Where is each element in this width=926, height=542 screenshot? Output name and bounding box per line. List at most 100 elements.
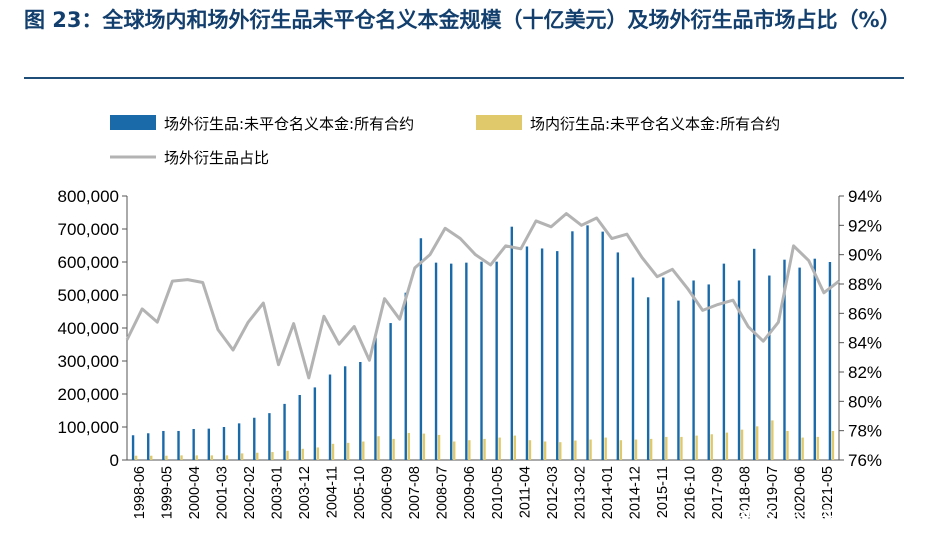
x-tick-label: 2013-02 [572,466,588,519]
legend-swatch-otc [110,115,156,130]
otc-bar [586,225,589,460]
exchange-bar [165,455,168,460]
y-left-tick-label: 0 [110,451,119,470]
exchange-bar [225,455,229,460]
exchange-bar [150,455,153,460]
otc-bar [465,262,468,460]
exchange-bar [301,448,304,460]
x-tick-label: 2000-04 [187,466,203,519]
otc-bar [237,423,241,460]
otc-bar [192,428,195,460]
otc-bar [722,263,726,460]
x-tick-label: 2021-05 [820,466,836,519]
otc-bar [162,430,165,460]
x-tick-label: 2001-03 [215,466,231,519]
exchange-bar [589,439,592,460]
exchange-bar [665,436,668,460]
x-tick-label: 2019-07 [765,466,781,519]
otc-bar [177,430,180,460]
x-tick-label: 1998-06 [132,466,148,519]
exchange-bar [619,440,623,460]
exchange-bar [559,442,562,460]
otc-bar [419,238,423,460]
exchange-bar [256,452,259,460]
x-tick-label: 2006-09 [380,466,396,519]
exchange-bar [786,430,789,460]
y-right-tick-label: 78% [848,422,882,441]
x-tick-label: 2002-02 [242,466,258,519]
exchange-bar [740,429,744,460]
x-tick-label: 2012-03 [545,466,561,519]
exchange-bar [649,438,653,460]
exchange-bar [362,441,365,460]
exchange-bar [483,438,486,460]
otc-bar [450,263,453,460]
otc-bar [540,248,544,460]
otc-bar [328,374,332,460]
y-left-tick-label: 500,000 [58,286,119,305]
legend-swatch-exchange [476,115,522,130]
otc-bar [343,366,347,460]
otc-bar [813,258,816,460]
exchange-bar [634,439,638,460]
y-left-tick-label: 300,000 [58,352,119,371]
otc-bar [404,292,407,460]
exchange-bar [286,450,289,460]
otc-bar [662,277,665,460]
axes: 0 100,000 200,000 300,000 400,000 500,000 600,… [58,187,882,470]
otc-bar [434,262,438,460]
otc-bar [631,277,635,460]
y-right-tick-label: 80% [848,392,882,411]
otc-bar [677,300,680,460]
x-tick-label: 2003-01 [270,466,286,519]
exchange-bar [422,433,426,460]
exchange-bar [468,440,471,460]
exchange-bar [392,438,395,460]
exchange-bar [134,455,138,460]
x-tick-label: 2016-10 [682,466,698,519]
exchange-bar [528,440,532,460]
otc-bar [495,261,498,460]
exchange-bar [498,437,501,460]
exchange-bar [180,455,183,460]
bar-marks [131,225,835,460]
otc-bar [480,261,483,460]
y-right-tick-label: 84% [848,334,882,353]
exchange-bar [755,426,759,460]
x-tick-label: 2015-11 [655,466,671,518]
watermark: 头条 @未来智库 [738,506,877,528]
y-left-tick-label: 600,000 [58,253,119,272]
otc-bar [283,403,286,460]
y-right-tick-label: 82% [848,363,882,382]
otc-bar [525,246,529,460]
otc-bar [737,280,741,460]
exchange-bar [346,442,350,460]
otc-bar [207,428,211,460]
x-tick-label: 2014-12 [627,466,643,519]
x-tick-label: 2005-10 [352,466,368,519]
otc-bar [798,267,801,460]
otc-share-line [125,212,840,380]
otc-bar [828,262,832,460]
exchange-bar [240,453,244,460]
otc-bar [752,248,756,460]
exchange-bar [453,441,456,460]
exchange-bar [437,434,441,460]
otc-bar [768,275,771,460]
x-tick-label: 2007-08 [407,466,423,519]
y-left-tick-label: 700,000 [58,220,119,239]
x-tick-labels: 1998-06 1999-05 2000-04 2001-03 2002-02 2003-… [132,466,836,519]
x-tick-label: 2011-04 [517,466,533,518]
otc-bar [601,231,604,460]
otc-bar [298,394,301,460]
y-right-tick-label: 90% [848,246,882,265]
exchange-bar [377,436,380,460]
watermark-text: 头条 @未来智库 [738,506,877,528]
otc-bar [253,417,256,460]
exchange-bar [831,430,835,460]
exchange-bar [816,436,819,460]
x-tick-label: 2004-11 [325,466,341,518]
exchange-bar [574,440,577,460]
otc-bar [783,259,786,460]
